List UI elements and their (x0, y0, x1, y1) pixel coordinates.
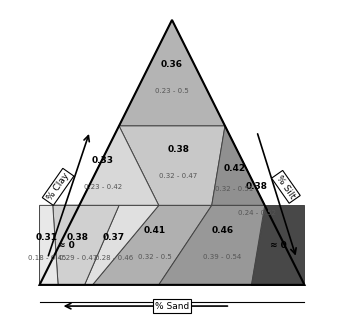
Polygon shape (212, 126, 304, 285)
Polygon shape (53, 205, 119, 285)
Polygon shape (85, 205, 159, 285)
Text: 0.39 - 0.54: 0.39 - 0.54 (203, 254, 241, 260)
Text: 0.37: 0.37 (103, 233, 125, 242)
Text: 0.38: 0.38 (67, 233, 89, 242)
Text: 0.33: 0.33 (92, 156, 114, 165)
Polygon shape (40, 205, 93, 285)
Text: 0.36: 0.36 (161, 61, 183, 69)
Text: % Clay: % Clay (45, 171, 71, 202)
Polygon shape (93, 205, 212, 285)
Text: 0.41: 0.41 (144, 226, 166, 235)
Text: 0.28 - 0.46: 0.28 - 0.46 (95, 255, 133, 261)
Text: 0.32 - 0.5: 0.32 - 0.5 (138, 254, 172, 260)
Polygon shape (119, 126, 225, 205)
Polygon shape (159, 205, 265, 285)
Text: 0.32 - 0.47: 0.32 - 0.47 (160, 173, 198, 179)
Text: 0.24 - 0.52: 0.24 - 0.52 (238, 210, 276, 216)
Polygon shape (53, 126, 159, 205)
Text: ≈ 0: ≈ 0 (58, 241, 74, 250)
Text: ≈ 0: ≈ 0 (270, 241, 286, 250)
Text: % Sand: % Sand (155, 302, 189, 311)
Polygon shape (40, 205, 58, 285)
Polygon shape (251, 205, 304, 285)
Text: % Silt: % Silt (275, 173, 297, 200)
Text: 0.29 - 0.47: 0.29 - 0.47 (59, 255, 97, 261)
Text: 0.38: 0.38 (168, 145, 190, 154)
Text: 0.18 - 0.45: 0.18 - 0.45 (28, 255, 66, 261)
Text: 0.38: 0.38 (246, 182, 268, 191)
Polygon shape (212, 126, 265, 205)
Text: 0.42: 0.42 (223, 164, 245, 173)
Text: 0.31: 0.31 (36, 233, 58, 242)
Text: 0.46: 0.46 (211, 226, 233, 235)
Polygon shape (40, 20, 304, 285)
Text: 0.32 - 0.51: 0.32 - 0.51 (215, 186, 254, 192)
Text: 0.23 - 0.5: 0.23 - 0.5 (155, 88, 189, 95)
Text: 0.23 - 0.42: 0.23 - 0.42 (84, 184, 122, 190)
Polygon shape (119, 20, 225, 126)
